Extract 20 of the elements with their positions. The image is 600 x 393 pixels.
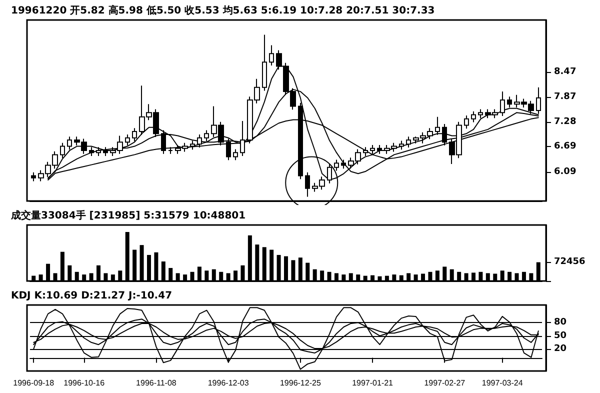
- y-tick-label: 80: [554, 318, 567, 328]
- y-tick-label: 6.09: [554, 166, 576, 177]
- chart-title: KDJ K:10.69 D:21.27 J:-10.47: [11, 290, 172, 302]
- x-tick-label: 1997-02-27: [424, 378, 466, 388]
- x-tick-label: 1996-12-25: [280, 378, 322, 388]
- chart-title: 成交量33084手 [231985] 5:31579 10:48801: [10, 210, 246, 222]
- y-tick-label: 7.87: [554, 92, 576, 102]
- x-tick-label: 1996-11-08: [136, 378, 177, 388]
- chart-title: 19961220 开5.82 高5.98 低5.50 收5.53 均5.63 5:6.19 10:7.28 20:7.51 30:7.33: [11, 4, 435, 16]
- y-tick-label: 7.28: [554, 116, 576, 127]
- y-tick-label: 20: [554, 344, 567, 354]
- x-tick-label: 1997-03-24: [482, 378, 524, 388]
- y-tick-label: 72456: [554, 257, 586, 268]
- y-tick-label: 50: [554, 330, 567, 341]
- x-tick-label: 1996-10-16: [64, 378, 106, 388]
- y-tick-label: 6.69: [554, 142, 576, 152]
- x-tick-label: 1997-01-21: [352, 378, 394, 388]
- x-tick-label: 1996-12-03: [208, 378, 250, 388]
- x-tick-label: 1996-09-18: [13, 378, 55, 388]
- y-tick-label: 8.47: [554, 66, 576, 77]
